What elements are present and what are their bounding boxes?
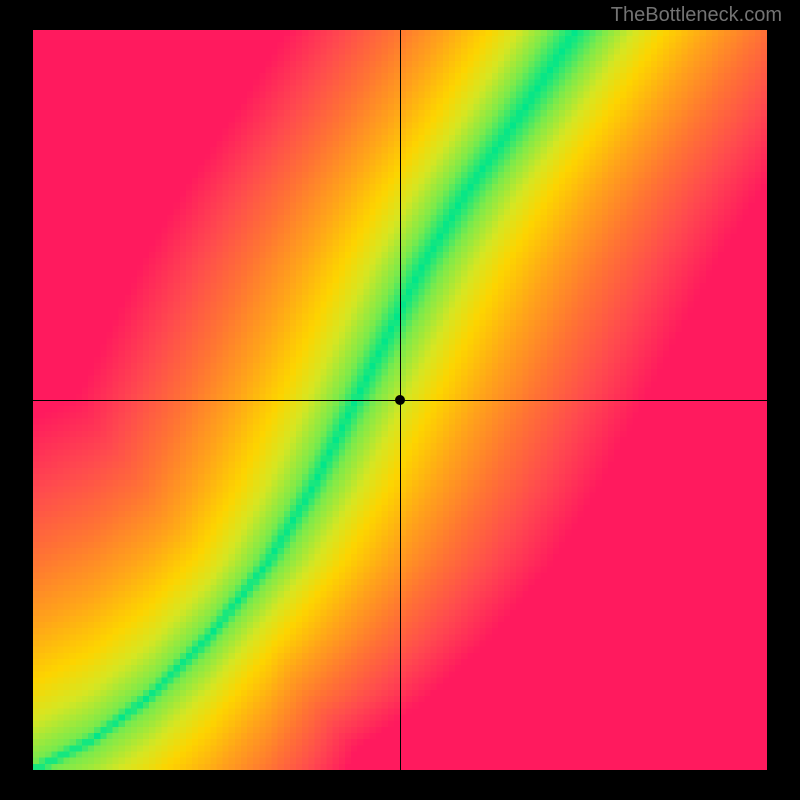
chart-container: TheBottleneck.com <box>0 0 800 800</box>
watermark-text: TheBottleneck.com <box>611 4 782 27</box>
marker-dot <box>395 395 405 405</box>
plot-area <box>33 30 767 770</box>
